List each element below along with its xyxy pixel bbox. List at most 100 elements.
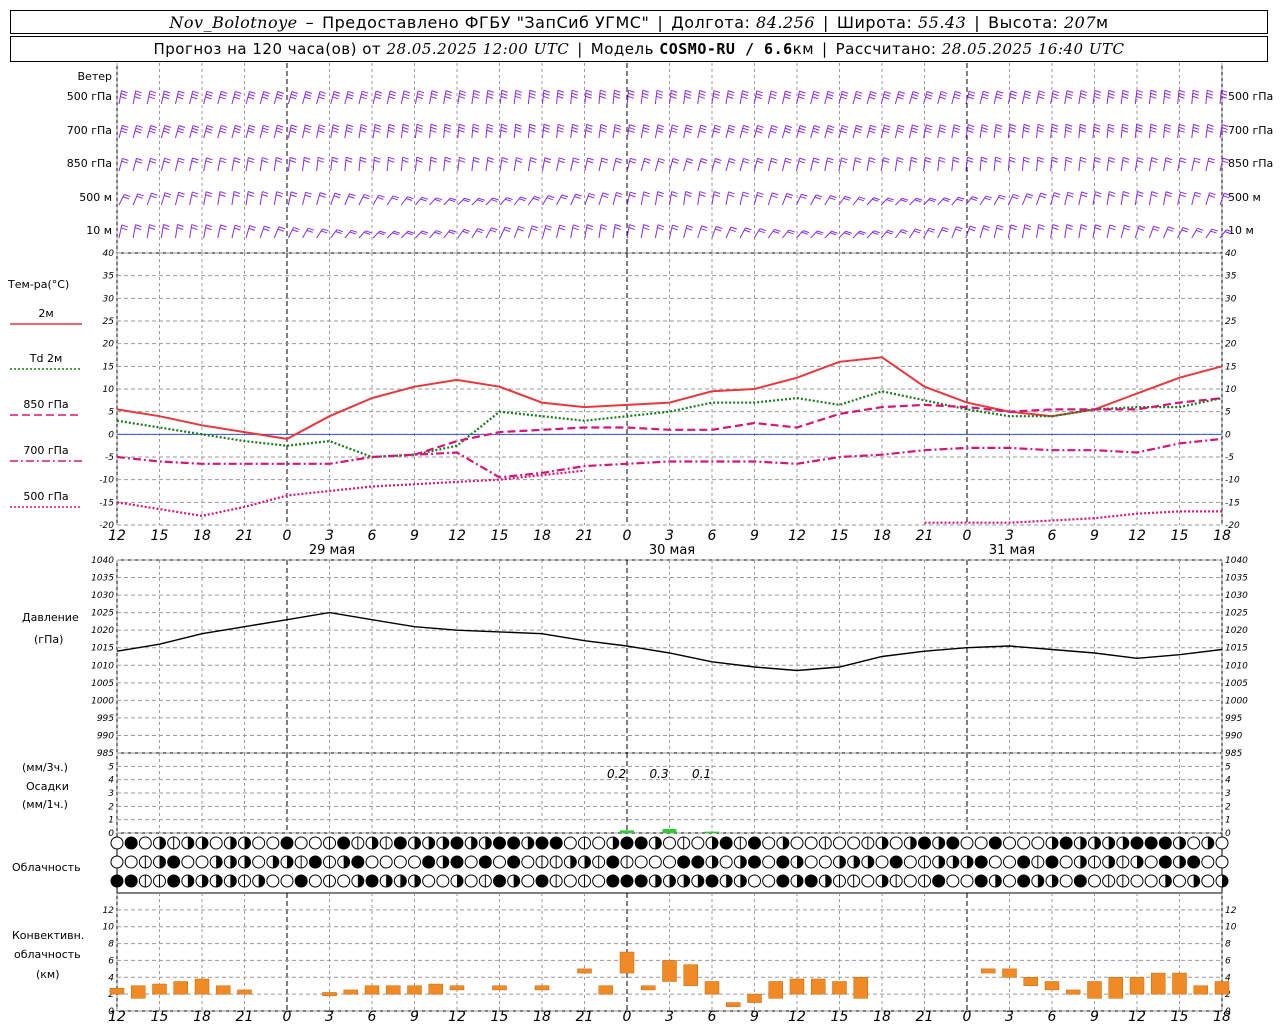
precip-tick-left: 1 <box>108 816 114 826</box>
cloud-fill-full <box>776 856 789 868</box>
cloud-circle <box>1144 874 1158 888</box>
wind-barb-flag <box>149 93 156 97</box>
wind-barb-flag <box>262 157 269 161</box>
wind-barb-flag <box>1023 126 1030 130</box>
cloud-icon <box>960 855 974 869</box>
wind-barb-flag <box>882 160 890 163</box>
wind-barb-flag <box>275 130 283 134</box>
wind-barb <box>499 89 508 105</box>
wind-barb-flag <box>317 159 325 163</box>
wind-barb <box>923 197 937 206</box>
wind-barb <box>1092 156 1101 172</box>
wind-barb-staff <box>1078 124 1081 139</box>
wind-barb-flag <box>335 231 342 234</box>
pressure-unit: (гПа) <box>34 633 63 646</box>
cloud-icon <box>974 874 988 888</box>
wind-barb-flag <box>346 96 353 100</box>
wind-barb <box>810 157 820 172</box>
cloud-fill-full <box>536 837 548 849</box>
wind-barb <box>344 124 354 139</box>
wind-barb <box>146 90 157 105</box>
pressure-tick-right: 1015 <box>1225 644 1248 654</box>
wind-barb-staff <box>810 194 817 206</box>
wind-barb <box>1134 191 1144 206</box>
wind-barb <box>852 230 866 239</box>
wind-barb <box>570 193 582 206</box>
hour-label-top: 0 <box>963 528 972 544</box>
wind-barb-flag <box>1138 227 1145 231</box>
wind-barb-flag <box>1137 157 1144 161</box>
wind-barb-staff <box>739 227 746 239</box>
wind-barb <box>174 191 185 206</box>
wind-barb-flag <box>557 95 564 99</box>
wind-barb-flag <box>1037 156 1045 160</box>
wind-barb-flag <box>363 193 371 197</box>
wind-barb <box>725 191 735 206</box>
wind-barb-staff <box>287 227 294 239</box>
pressure-tick-right: 990 <box>1225 731 1242 741</box>
wind-barb-staff <box>937 197 945 206</box>
wind-barb-flag <box>149 160 156 164</box>
wind-barb-staff <box>725 191 730 206</box>
wind-barb <box>1021 90 1032 105</box>
wind-barb-flag <box>1122 194 1129 197</box>
wind-barb-flag <box>459 156 466 160</box>
wind-barb-flag <box>462 230 469 234</box>
cloud-circle <box>790 836 804 850</box>
cloud-icon <box>223 855 237 869</box>
wind-barb <box>330 229 344 239</box>
wind-barb-flag <box>713 93 720 96</box>
wind-barb-flag <box>1094 159 1101 163</box>
wind-barb-flag <box>940 124 947 128</box>
legend-label: 700 гПа <box>23 444 68 457</box>
wind-barb <box>626 157 637 172</box>
wind-barb-flag <box>643 160 651 164</box>
wind-barb-flag <box>629 160 636 164</box>
wind-barb-flag <box>743 157 750 161</box>
wind-barb <box>725 124 736 139</box>
cloud-icon <box>918 836 931 850</box>
wind-barb-flag <box>1038 224 1045 228</box>
wind-barb-flag <box>574 196 581 199</box>
pressure-tick-left: 1015 <box>91 644 114 654</box>
wind-barb-flag <box>1137 191 1144 194</box>
wind-barb-staff <box>316 157 319 172</box>
wind-barb-staff <box>203 125 208 139</box>
wind-barb-flag <box>912 91 920 94</box>
cloud-fill-full <box>1017 856 1030 868</box>
cloud-icon <box>1088 836 1101 850</box>
wind-barb-flag <box>815 194 823 198</box>
wind-barb-staff <box>852 125 857 139</box>
wind-barb-flag <box>1206 129 1214 133</box>
wind-barb <box>697 191 707 206</box>
wind-barb-staff <box>640 158 646 172</box>
wind-barb-flag <box>1037 159 1044 163</box>
wind-barb <box>1219 89 1228 105</box>
wind-barb <box>330 90 341 105</box>
hour-label-top: 3 <box>325 528 334 544</box>
cloud-icon <box>450 874 464 888</box>
conv-bar <box>152 983 167 995</box>
wind-barb <box>302 191 312 206</box>
wind-barb-flag <box>361 93 368 97</box>
cloud-icon <box>266 874 280 888</box>
wind-barb-flag <box>910 130 918 134</box>
temp-tick-left: 5 <box>108 408 114 418</box>
wind-barb-flag <box>318 96 325 100</box>
wind-barb-flag <box>585 129 592 133</box>
wind-barb-flag <box>643 127 650 131</box>
hour-label-top: 18 <box>1213 528 1231 544</box>
wind-barb-flag <box>1065 126 1072 130</box>
wind-barb-flag <box>319 90 327 94</box>
cloud-fill-full <box>1159 856 1172 868</box>
wind-barb <box>951 124 961 139</box>
cloud-fill-half <box>726 875 733 887</box>
wind-barb-flag <box>1136 126 1143 130</box>
cloud-circle <box>634 855 648 869</box>
conv-tick-left: 0 <box>108 1007 114 1017</box>
precip-tick-right: 3 <box>1225 789 1231 799</box>
cloud-icon <box>408 855 421 869</box>
wind-barb-staff <box>1134 124 1138 139</box>
wind-barb-staff <box>697 158 702 172</box>
cloud-fill-half <box>740 856 747 868</box>
